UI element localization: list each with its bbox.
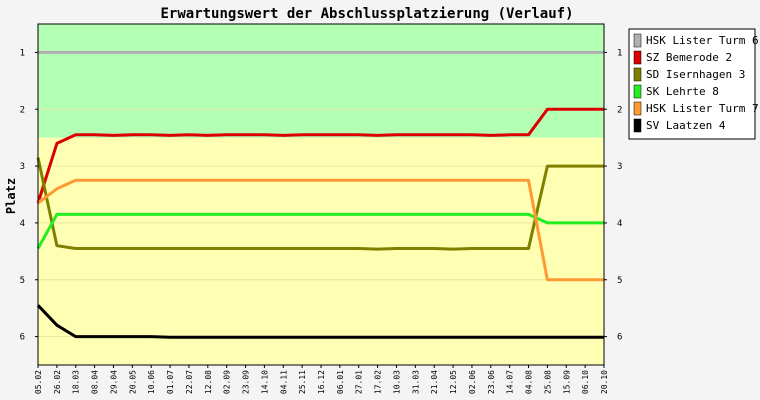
x-tick-label-13: 04.11 <box>279 370 288 394</box>
y-axis-left: 1 2 3 4 5 6 <box>20 48 38 343</box>
series-line-5 <box>36 304 604 339</box>
y-tick-label-left-2: 2 <box>20 105 25 115</box>
x-tick-label-19: 10.03 <box>392 370 401 394</box>
x-tick-label-4: 29.04 <box>109 370 118 394</box>
x-tick-label-20: 31.03 <box>411 370 420 394</box>
y-tick-label-left-1: 1 <box>20 48 25 58</box>
background-bands <box>38 24 604 365</box>
y-tick-label-right-1: 1 <box>617 48 622 58</box>
legend: HSK Lister Turm 6 SZ Bemerode 2 SD Isernha… <box>628 28 759 140</box>
y-tick-label-right-2: 2 <box>617 105 622 115</box>
band-1 <box>38 137 604 365</box>
x-tick-label-12: 14.10 <box>260 370 269 394</box>
y-tick-label-right-3: 3 <box>617 162 622 172</box>
series-lines <box>36 50 604 339</box>
legend-box <box>628 28 756 140</box>
y-tick-label-left-6: 6 <box>20 333 25 343</box>
series-line-4 <box>37 178 604 282</box>
legend-swatch-3 <box>633 84 642 99</box>
x-tick-label-11: 23.09 <box>242 370 251 394</box>
x-tick-label-9: 12.08 <box>204 370 213 394</box>
x-tick-label-18: 17.02 <box>374 370 383 394</box>
x-tick-label-8: 22.07 <box>185 370 194 394</box>
legend-label-1: SZ Bemerode 2 <box>646 51 732 64</box>
series-line-1 <box>36 107 604 204</box>
x-tick-label-27: 25.08 <box>543 370 552 394</box>
legend-swatch-2 <box>633 67 642 82</box>
x-tick-label-30: 20.10 <box>600 370 609 394</box>
legend-label-2: SD Isernhagen 3 <box>646 68 745 81</box>
y-tick-label-left-3: 3 <box>20 162 25 172</box>
series-line-3 <box>36 212 604 250</box>
x-tick-label-6: 10.06 <box>147 370 156 394</box>
x-tick-label-24: 23.06 <box>487 370 496 394</box>
legend-label-5: SV Laatzen 4 <box>646 119 726 132</box>
x-tick-label-15: 16.12 <box>317 370 326 394</box>
legend-label-4: HSK Lister Turm 7 <box>646 102 759 115</box>
x-tick-label-5: 20.05 <box>128 370 137 394</box>
x-tick-label-28: 15.09 <box>562 370 571 394</box>
x-tick-label-10: 02.09 <box>223 370 232 394</box>
x-tick-label-3: 08.04 <box>91 370 100 394</box>
legend-label-0: HSK Lister Turm 6 <box>646 34 759 47</box>
band-0 <box>38 24 604 138</box>
legend-swatch-4 <box>633 101 642 116</box>
x-tick-label-2: 18.03 <box>72 370 81 394</box>
x-tick-label-21: 21.04 <box>430 370 439 394</box>
x-tick-label-26: 04.08 <box>525 370 534 394</box>
y-axis-label: Platz <box>4 178 18 214</box>
x-tick-label-25: 14.07 <box>506 370 515 394</box>
x-tick-label-0: 05.02 <box>34 370 43 394</box>
x-tick-label-14: 25.11 <box>298 370 307 394</box>
chart-title: Erwartungswert der Abschlussplatzierung … <box>160 6 573 22</box>
y-tick-label-right-5: 5 <box>617 276 622 286</box>
legend-swatch-0 <box>633 33 642 48</box>
x-tick-label-17: 27.01 <box>355 370 364 394</box>
legend-label-3: SK Lehrte 8 <box>646 85 719 98</box>
y-tick-label-left-4: 4 <box>20 219 25 229</box>
x-tick-label-7: 01.07 <box>166 370 175 394</box>
x-axis: 05.02 26.02 18.03 08.04 29.04 20.05 10.06 01.07… <box>34 365 609 394</box>
x-tick-label-22: 12.05 <box>449 370 458 394</box>
y-tick-label-left-5: 5 <box>20 276 25 286</box>
x-tick-label-23: 02.06 <box>468 370 477 394</box>
y-tick-label-right-4: 4 <box>617 219 622 229</box>
legend-swatch-1 <box>633 50 642 65</box>
y-tick-label-right-6: 6 <box>617 333 622 343</box>
x-tick-label-1: 26.02 <box>53 370 62 394</box>
x-tick-label-29: 06.10 <box>581 370 590 394</box>
legend-swatch-5 <box>633 118 642 133</box>
y-axis-right: 1 2 3 4 5 6 <box>604 48 622 343</box>
series-line-2 <box>36 157 604 251</box>
x-tick-label-16: 06.01 <box>336 370 345 394</box>
